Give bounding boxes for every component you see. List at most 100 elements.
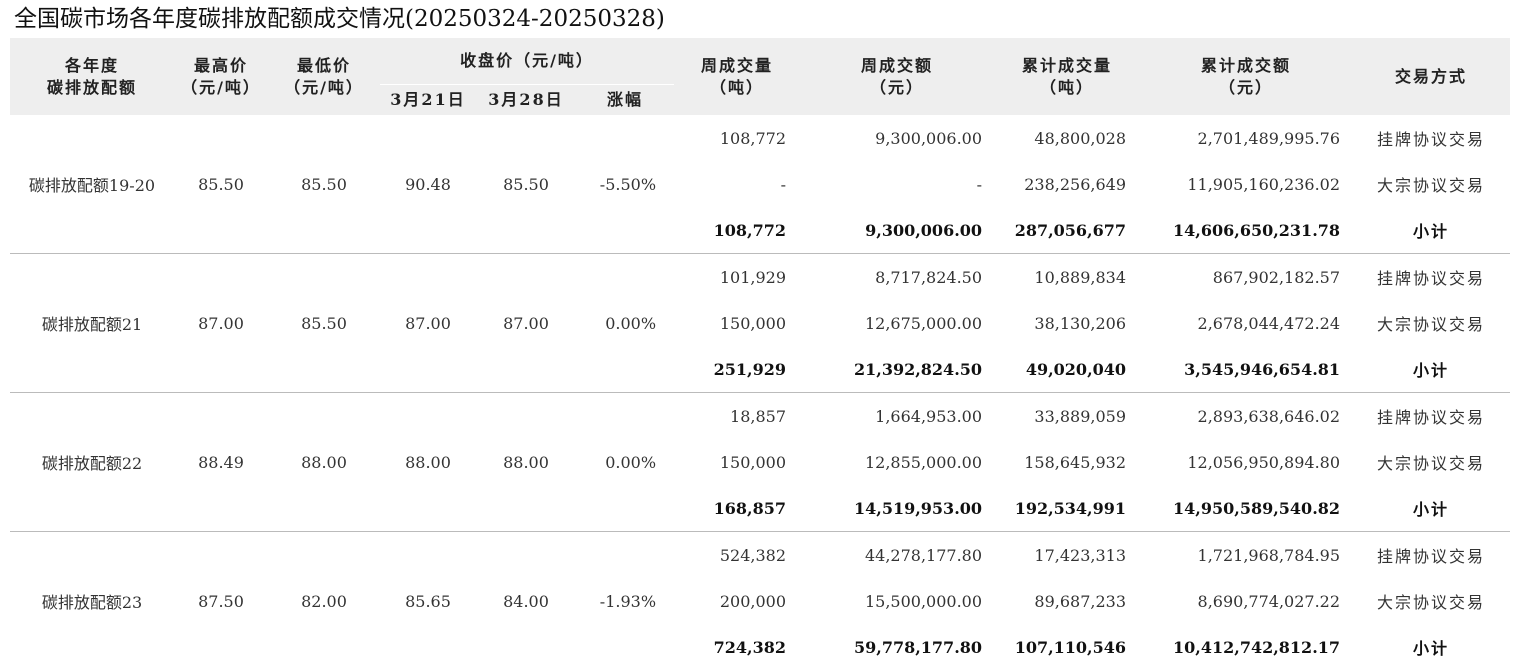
trade-mode-cell: 大宗协议交易 [1352, 439, 1510, 485]
header-close-price: 收盘价（元/吨） [380, 38, 674, 85]
table-body: 碳排放配额19-20 85.50 85.50 90.48 85.50 -5.50… [10, 115, 1510, 670]
weekly-volume-cell: 524,382 [674, 532, 800, 579]
close-d2-cell: 85.50 [476, 115, 576, 254]
high-price-cell: 87.50 [174, 532, 268, 670]
weekly-volume-cell: 150,000 [674, 300, 800, 346]
trade-mode-cell: 大宗协议交易 [1352, 161, 1510, 207]
high-price-cell: 88.49 [174, 393, 268, 532]
cumulative-amount-cell: 1,721,968,784.95 [1140, 532, 1352, 579]
table-row: 碳排放配额19-20 85.50 85.50 90.48 85.50 -5.50… [10, 115, 1510, 161]
header-trade-mode: 交易方式 [1352, 38, 1510, 115]
table-row: 碳排放配额21 87.00 85.50 87.00 87.00 0.00% 10… [10, 254, 1510, 301]
weekly-amount-cell: - [800, 161, 994, 207]
cumulative-volume-cell: 38,130,206 [994, 300, 1140, 346]
cumulative-volume-cell: 158,645,932 [994, 439, 1140, 485]
trade-mode-cell: 挂牌协议交易 [1352, 254, 1510, 301]
weekly-amount-cell: 8,717,824.50 [800, 254, 994, 301]
cumulative-amount-cell: 2,893,638,646.02 [1140, 393, 1352, 440]
cumulative-amount-cell: 2,678,044,472.24 [1140, 300, 1352, 346]
table-header: 各年度碳排放配额 最高价（元/吨） 最低价（元/吨） 收盘价（元/吨） 周成交量… [10, 38, 1510, 115]
trade-mode-cell: 小计 [1352, 207, 1510, 254]
cumulative-amount-cell: 3,545,946,654.81 [1140, 346, 1352, 393]
close-d2-cell: 84.00 [476, 532, 576, 670]
cumulative-volume-cell: 192,534,991 [994, 485, 1140, 532]
weekly-amount-cell: 12,855,000.00 [800, 439, 994, 485]
allowance-year-cell: 碳排放配额19-20 [10, 115, 174, 254]
header-weekly-volume: 周成交量（吨） [674, 38, 800, 115]
weekly-amount-cell: 59,778,177.80 [800, 624, 994, 670]
page-title: 全国碳市场各年度碳排放配额成交情况(20250324-20250328) [14, 2, 665, 36]
close-d1-cell: 85.65 [380, 532, 476, 670]
header-low-price: 最低价（元/吨） [268, 38, 380, 115]
header-cumulative-volume: 累计成交量（吨） [994, 38, 1140, 115]
cumulative-volume-cell: 33,889,059 [994, 393, 1140, 440]
cumulative-volume-cell: 49,020,040 [994, 346, 1140, 393]
weekly-volume-cell: 150,000 [674, 439, 800, 485]
cumulative-amount-cell: 14,950,589,540.82 [1140, 485, 1352, 532]
cumulative-amount-cell: 14,606,650,231.78 [1140, 207, 1352, 254]
weekly-volume-cell: - [674, 161, 800, 207]
weekly-volume-cell: 251,929 [674, 346, 800, 393]
trade-mode-cell: 挂牌协议交易 [1352, 115, 1510, 161]
weekly-amount-cell: 15,500,000.00 [800, 578, 994, 624]
allowance-year-cell: 碳排放配额23 [10, 532, 174, 670]
weekly-amount-cell: 9,300,006.00 [800, 207, 994, 254]
cumulative-volume-cell: 17,423,313 [994, 532, 1140, 579]
weekly-volume-cell: 168,857 [674, 485, 800, 532]
weekly-amount-cell: 14,519,953.00 [800, 485, 994, 532]
table-row: 碳排放配额22 88.49 88.00 88.00 88.00 0.00% 18… [10, 393, 1510, 440]
weekly-amount-cell: 9,300,006.00 [800, 115, 994, 161]
cumulative-volume-cell: 48,800,028 [994, 115, 1140, 161]
trade-mode-cell: 小计 [1352, 346, 1510, 393]
header-cumulative-amount: 累计成交额（元） [1140, 38, 1352, 115]
header-close-d1: 3月21日 [380, 85, 476, 116]
weekly-volume-cell: 101,929 [674, 254, 800, 301]
low-price-cell: 88.00 [268, 393, 380, 532]
weekly-amount-cell: 1,664,953.00 [800, 393, 994, 440]
change-cell: 0.00% [576, 393, 674, 532]
close-d1-cell: 88.00 [380, 393, 476, 532]
close-d1-cell: 90.48 [380, 115, 476, 254]
high-price-cell: 85.50 [174, 115, 268, 254]
low-price-cell: 85.50 [268, 115, 380, 254]
header-high-price: 最高价（元/吨） [174, 38, 268, 115]
trade-mode-cell: 大宗协议交易 [1352, 300, 1510, 346]
cumulative-amount-cell: 867,902,182.57 [1140, 254, 1352, 301]
weekly-amount-cell: 44,278,177.80 [800, 532, 994, 579]
table-row: 碳排放配额23 87.50 82.00 85.65 84.00 -1.93% 5… [10, 532, 1510, 579]
cumulative-volume-cell: 238,256,649 [994, 161, 1140, 207]
close-d2-cell: 88.00 [476, 393, 576, 532]
cumulative-amount-cell: 10,412,742,812.17 [1140, 624, 1352, 670]
high-price-cell: 87.00 [174, 254, 268, 393]
trade-mode-cell: 挂牌协议交易 [1352, 532, 1510, 579]
allowance-year-cell: 碳排放配额22 [10, 393, 174, 532]
header-close-d2: 3月28日 [476, 85, 576, 116]
cumulative-amount-cell: 11,905,160,236.02 [1140, 161, 1352, 207]
cumulative-amount-cell: 8,690,774,027.22 [1140, 578, 1352, 624]
cumulative-amount-cell: 2,701,489,995.76 [1140, 115, 1352, 161]
change-cell: -1.93% [576, 532, 674, 670]
cumulative-volume-cell: 107,110,546 [994, 624, 1140, 670]
trade-mode-cell: 小计 [1352, 485, 1510, 532]
change-cell: 0.00% [576, 254, 674, 393]
close-d2-cell: 87.00 [476, 254, 576, 393]
low-price-cell: 85.50 [268, 254, 380, 393]
cumulative-volume-cell: 287,056,677 [994, 207, 1140, 254]
weekly-volume-cell: 724,382 [674, 624, 800, 670]
weekly-volume-cell: 200,000 [674, 578, 800, 624]
header-year: 各年度碳排放配额 [10, 38, 174, 115]
header-weekly-amount: 周成交额（元） [800, 38, 994, 115]
trade-mode-cell: 大宗协议交易 [1352, 578, 1510, 624]
low-price-cell: 82.00 [268, 532, 380, 670]
close-d1-cell: 87.00 [380, 254, 476, 393]
weekly-amount-cell: 12,675,000.00 [800, 300, 994, 346]
cumulative-amount-cell: 12,056,950,894.80 [1140, 439, 1352, 485]
weekly-volume-cell: 18,857 [674, 393, 800, 440]
weekly-volume-cell: 108,772 [674, 207, 800, 254]
header-change: 涨幅 [576, 85, 674, 116]
cumulative-volume-cell: 89,687,233 [994, 578, 1140, 624]
allowance-year-cell: 碳排放配额21 [10, 254, 174, 393]
allowance-trading-table: 各年度碳排放配额 最高价（元/吨） 最低价（元/吨） 收盘价（元/吨） 周成交量… [10, 38, 1510, 670]
trade-mode-cell: 挂牌协议交易 [1352, 393, 1510, 440]
weekly-volume-cell: 108,772 [674, 115, 800, 161]
